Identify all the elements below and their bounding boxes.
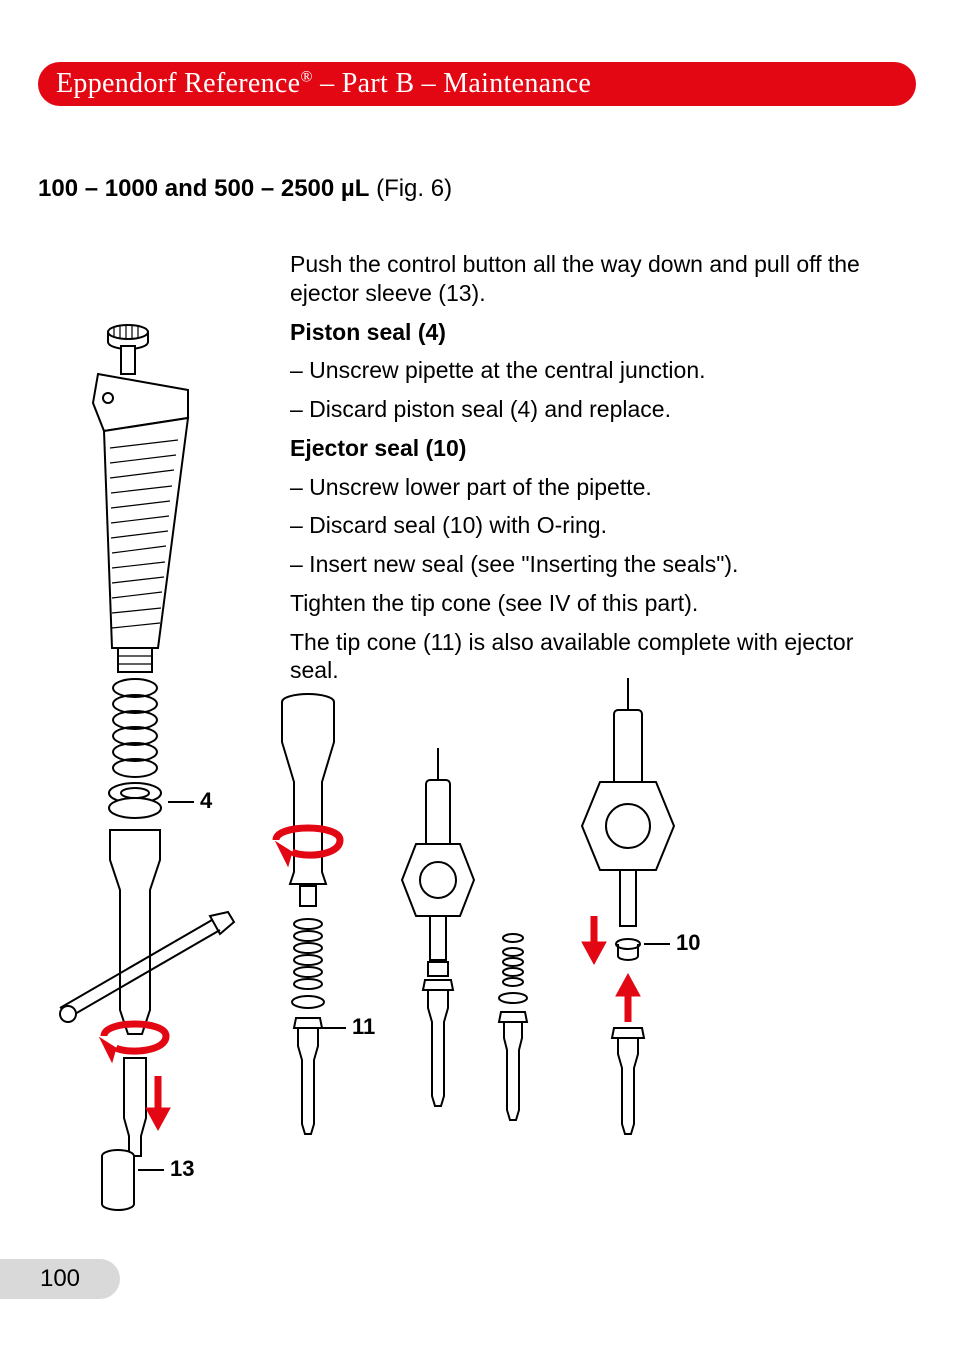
figure-6: 4 13 11 [38, 318, 738, 1228]
callout-4-label: 4 [200, 788, 212, 813]
header-product: Eppendorf Reference [56, 68, 300, 99]
pipette-assembly-5-icon [548, 678, 708, 1148]
header-section: Maintenance [443, 68, 591, 99]
header-sep2: – [414, 68, 443, 99]
page-number-value: 100 [40, 1265, 80, 1293]
p1: Push the control button all the way down… [290, 250, 898, 308]
callout-10: 10 [644, 930, 700, 956]
header-bar: Eppendorf Reference® – Part B – Maintena… [38, 62, 916, 106]
callout-10-label: 10 [676, 930, 700, 955]
callout-13-label: 13 [170, 1156, 194, 1181]
pipette-left-icon [38, 318, 258, 1218]
pipette-assembly-4-icon [478, 928, 548, 1148]
header-part: Part B [342, 68, 415, 99]
pipette-assembly-2-icon [248, 688, 388, 1168]
page-number: 100 [0, 1259, 120, 1299]
section-title: 100 – 1000 and 500 – 2500 µL (Fig. 6) [38, 175, 452, 203]
header-title: Eppendorf Reference® – Part B – Maintena… [56, 68, 591, 100]
callout-11: 11 [320, 1014, 375, 1040]
page: Eppendorf Reference® – Part B – Maintena… [0, 0, 954, 1345]
header-sep1: – [313, 68, 342, 99]
callout-11-label: 11 [352, 1014, 375, 1039]
section-title-bold: 100 – 1000 and 500 – 2500 µL [38, 175, 369, 202]
registered-mark: ® [300, 69, 312, 86]
callout-4: 4 [168, 788, 212, 814]
callout-13: 13 [138, 1156, 194, 1182]
section-title-fig: (Fig. 6) [369, 175, 452, 202]
